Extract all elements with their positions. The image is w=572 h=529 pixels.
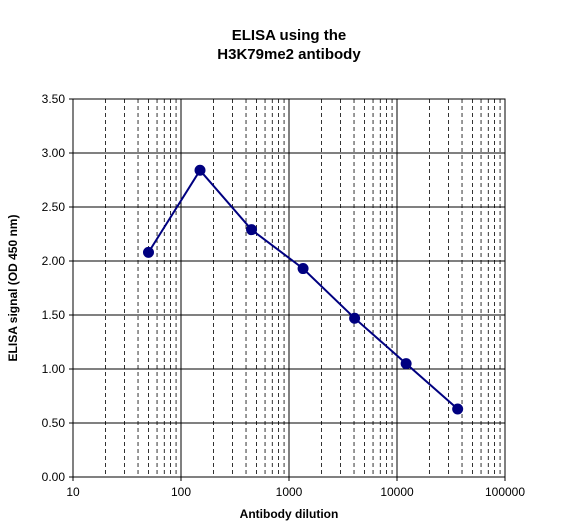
y-axis-label: ELISA signal (OD 450 nm) xyxy=(6,215,20,362)
data-point xyxy=(194,164,206,176)
minor-gridlines xyxy=(105,99,501,477)
data-point xyxy=(297,263,309,275)
y-tick-label: 3.50 xyxy=(42,92,66,106)
y-tick-label: 2.00 xyxy=(42,254,66,268)
x-axis-label: Antibody dilution xyxy=(240,507,339,521)
data-point xyxy=(349,312,361,324)
y-tick-label: 0.00 xyxy=(42,470,66,484)
data-point xyxy=(246,224,258,236)
data-point xyxy=(142,246,154,258)
series-line xyxy=(147,168,459,410)
y-tick-label: 3.00 xyxy=(42,146,66,160)
x-axis-ticks: 10 100 1000 10000 100000 xyxy=(66,477,525,499)
chart-title-line-1: ELISA using the xyxy=(232,27,346,44)
chart-title-line-2: H3K79me2 antibody xyxy=(217,46,361,63)
x-tick-label: 100 xyxy=(171,485,191,499)
x-tick-label: 10 xyxy=(66,485,80,499)
y-tick-label: 2.50 xyxy=(42,200,66,214)
x-tick-label: 100000 xyxy=(485,485,525,499)
x-tick-label: 10000 xyxy=(380,485,414,499)
data-series xyxy=(142,164,464,415)
y-tick-label: 1.50 xyxy=(42,308,66,322)
y-tick-label: 0.50 xyxy=(42,416,66,430)
y-tick-label: 1.00 xyxy=(42,362,66,376)
x-tick-label: 1000 xyxy=(276,485,303,499)
y-axis-ticks: 0.00 0.50 1.00 1.50 2.00 2.50 3.00 3.50 xyxy=(42,92,73,484)
data-point xyxy=(452,403,464,415)
data-point xyxy=(400,358,412,370)
